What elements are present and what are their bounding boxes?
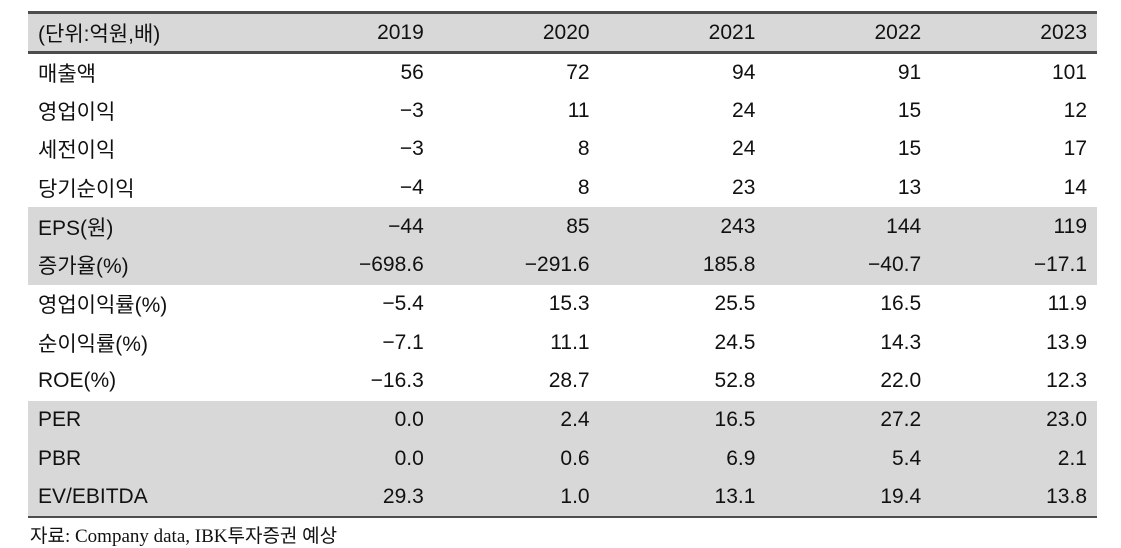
value-cell: 14.3 bbox=[880, 330, 922, 354]
value-cell: −40.7 bbox=[868, 253, 922, 277]
value-cell: 0.0 bbox=[394, 446, 424, 470]
value-cell: 56 bbox=[400, 60, 424, 84]
year-header: 2019 bbox=[377, 20, 424, 44]
value-cell: −7.1 bbox=[382, 330, 424, 354]
row-label: 영업이익률(%) bbox=[38, 293, 168, 317]
value-cell: 1.0 bbox=[560, 484, 590, 508]
table-row: 영업이익률(%) −5.4 15.3 25.5 16.5 11.9 bbox=[28, 285, 1097, 324]
value-cell: 23 bbox=[732, 175, 756, 199]
year-header: 2021 bbox=[708, 20, 756, 44]
value-cell: 12.3 bbox=[1046, 369, 1087, 393]
row-label: 세전이익 bbox=[38, 139, 116, 163]
value-cell: 11.9 bbox=[1047, 291, 1087, 315]
value-cell: 185.8 bbox=[702, 253, 756, 277]
value-cell: 2.4 bbox=[560, 408, 590, 432]
table-row: 순이익률(%) −7.1 11.1 24.5 14.3 13.9 bbox=[28, 323, 1097, 362]
row-label: 증가율(%) bbox=[38, 255, 129, 279]
value-cell: 12 bbox=[1063, 98, 1087, 122]
value-cell: 2.1 bbox=[1057, 446, 1087, 470]
value-cell: 28.7 bbox=[548, 369, 590, 393]
value-cell: 52.8 bbox=[714, 369, 756, 393]
value-cell: 5.4 bbox=[891, 446, 922, 470]
value-cell: 19.4 bbox=[880, 484, 922, 508]
value-cell: 13.8 bbox=[1046, 484, 1087, 508]
source-note: 자료: Company data, IBK투자증권 예상 bbox=[30, 526, 338, 547]
value-cell: 14 bbox=[1063, 175, 1087, 199]
value-cell: 144 bbox=[886, 214, 922, 238]
value-cell: 24.5 bbox=[714, 330, 756, 354]
row-label: EV/EBITDA bbox=[38, 484, 148, 508]
table-row: 영업이익 −3 11 24 15 12 bbox=[28, 91, 1097, 130]
value-cell: 24 bbox=[732, 98, 756, 122]
value-cell: 0.6 bbox=[560, 446, 590, 470]
table-row: 당기순이익 −4 8 23 13 14 bbox=[28, 169, 1097, 208]
financial-summary-table: (단위:억원,배) 2019 2020 2021 2022 2023 매출액 56 72 94… bbox=[28, 11, 1097, 518]
value-cell: −17.1 bbox=[1033, 253, 1087, 277]
row-label: 매출액 bbox=[38, 62, 96, 86]
value-cell: 72 bbox=[566, 60, 590, 84]
unit-label: (단위:억원,배) bbox=[38, 22, 161, 46]
header-row: (단위:억원,배) 2019 2020 2021 2022 2023 bbox=[28, 12, 1097, 53]
value-cell: 24 bbox=[732, 137, 756, 161]
row-label: 영업이익 bbox=[38, 100, 116, 124]
value-cell: 101 bbox=[1051, 60, 1087, 84]
value-cell: 15 bbox=[897, 137, 922, 161]
value-cell: 27.2 bbox=[880, 408, 922, 432]
value-cell: 23.0 bbox=[1046, 408, 1087, 432]
table-row: PBR 0.0 0.6 6.9 5.4 2.1 bbox=[28, 439, 1097, 479]
value-cell: 119 bbox=[1053, 214, 1087, 238]
value-cell: 29.3 bbox=[382, 484, 424, 508]
value-cell: 22.0 bbox=[880, 369, 922, 393]
year-header: 2022 bbox=[874, 20, 922, 44]
table-row: PER 0.0 2.4 16.5 27.2 23.0 bbox=[28, 400, 1097, 440]
row-label: 당기순이익 bbox=[38, 177, 135, 201]
table-row: EPS(원) −44 85 243 144 119 bbox=[28, 207, 1097, 246]
value-cell: 13 bbox=[897, 175, 922, 199]
value-cell: −698.6 bbox=[358, 253, 424, 277]
value-cell: 6.9 bbox=[726, 446, 756, 470]
table-row: EV/EBITDA 29.3 1.0 13.1 19.4 13.8 bbox=[28, 478, 1097, 517]
row-label: 순이익률(%) bbox=[38, 332, 148, 356]
value-cell: 8 bbox=[577, 175, 590, 199]
value-cell: 17 bbox=[1063, 137, 1087, 161]
row-label: EPS(원) bbox=[38, 216, 114, 240]
table-row: 매출액 56 72 94 91 101 bbox=[28, 53, 1097, 92]
year-header: 2020 bbox=[542, 20, 590, 44]
value-cell: 15.3 bbox=[548, 291, 590, 315]
row-label: PER bbox=[38, 408, 82, 432]
value-cell: −291.6 bbox=[524, 253, 590, 277]
row-label: ROE(%) bbox=[38, 369, 117, 393]
value-cell: −44 bbox=[388, 214, 424, 238]
year-header: 2023 bbox=[1040, 20, 1087, 44]
value-cell: 11.1 bbox=[550, 330, 590, 354]
value-cell: 11 bbox=[567, 98, 590, 122]
value-cell: −3 bbox=[399, 98, 424, 122]
value-cell: 15 bbox=[897, 98, 922, 122]
value-cell: 85 bbox=[566, 214, 590, 238]
table-row: 증가율(%) −698.6 −291.6 185.8 −40.7 −17.1 bbox=[28, 245, 1097, 285]
value-cell: 13.1 bbox=[714, 484, 756, 508]
value-cell: 16.5 bbox=[880, 291, 922, 315]
value-cell: 243 bbox=[720, 214, 756, 238]
value-cell: 91 bbox=[897, 60, 922, 84]
value-cell: −4 bbox=[399, 175, 424, 199]
table-row: 세전이익 −3 8 24 15 17 bbox=[28, 130, 1097, 169]
value-cell: 13.9 bbox=[1046, 330, 1087, 354]
value-cell: 0.0 bbox=[394, 408, 424, 432]
value-cell: −5.4 bbox=[382, 291, 424, 315]
row-label: PBR bbox=[38, 446, 82, 470]
value-cell: −16.3 bbox=[370, 369, 424, 393]
value-cell: 94 bbox=[732, 60, 756, 84]
value-cell: 16.5 bbox=[714, 408, 756, 432]
value-cell: −3 bbox=[399, 137, 424, 161]
value-cell: 8 bbox=[577, 137, 590, 161]
table-row: ROE(%) −16.3 28.7 52.8 22.0 12.3 bbox=[28, 362, 1097, 401]
value-cell: 25.5 bbox=[714, 291, 756, 315]
